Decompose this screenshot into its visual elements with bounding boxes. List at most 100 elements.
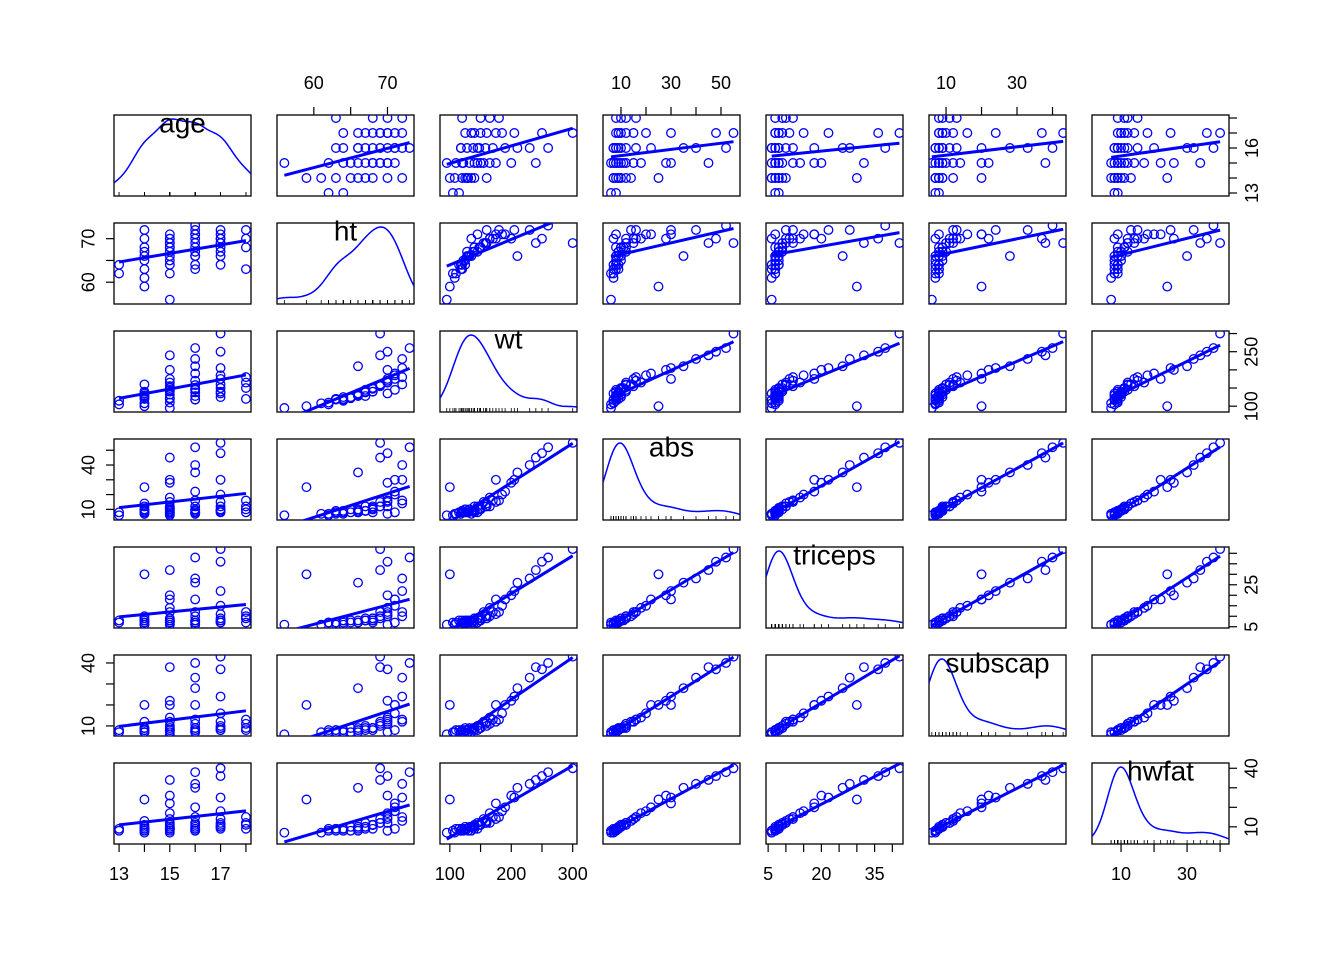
point: [360, 158, 371, 168]
variable-name: age: [159, 107, 206, 138]
point: [1165, 128, 1176, 138]
point: [375, 452, 386, 463]
point: [509, 128, 520, 138]
point: [323, 188, 334, 196]
panel-frame: [765, 330, 904, 413]
point: [851, 173, 862, 183]
point: [190, 573, 201, 584]
point: [375, 655, 386, 662]
panel-frame: [439, 114, 578, 197]
point: [1201, 128, 1212, 138]
point: [240, 817, 251, 828]
point: [360, 615, 371, 626]
point: [666, 373, 676, 384]
point: [490, 814, 501, 824]
point: [894, 331, 903, 339]
point: [1122, 718, 1133, 729]
point: [941, 158, 951, 168]
point: [444, 173, 455, 183]
point: [711, 233, 721, 244]
point: [164, 268, 175, 279]
point: [1112, 229, 1123, 240]
point: [1122, 377, 1133, 388]
point: [780, 718, 791, 729]
panel-frame: [602, 330, 741, 413]
point: [475, 723, 486, 733]
x-tick-label: 10: [936, 73, 956, 93]
point: [621, 377, 631, 388]
point: [444, 699, 455, 710]
point: [780, 233, 791, 244]
point: [139, 482, 150, 493]
point: [780, 817, 791, 828]
point: [279, 403, 290, 412]
point: [164, 775, 175, 785]
point: [164, 502, 175, 513]
point: [338, 825, 349, 836]
x-tick-label: 30: [1177, 864, 1197, 884]
point: [1119, 143, 1130, 153]
point: [389, 617, 400, 628]
point: [823, 225, 834, 235]
point: [1129, 158, 1140, 168]
point: [621, 233, 631, 244]
y-tick-label: 60: [79, 272, 99, 292]
point: [653, 699, 664, 710]
point: [338, 619, 349, 628]
point: [164, 594, 175, 605]
point: [937, 173, 948, 183]
point: [1155, 229, 1166, 240]
point: [190, 394, 201, 405]
point: [454, 188, 464, 196]
point: [382, 346, 393, 357]
y-tick-label: 10: [79, 716, 99, 736]
point: [613, 173, 624, 183]
fit-line: [118, 373, 247, 400]
point: [164, 238, 175, 248]
point: [933, 143, 944, 153]
point: [389, 823, 400, 834]
point: [1215, 331, 1226, 339]
point: [530, 452, 541, 463]
fit-line: [931, 441, 1064, 517]
point: [728, 238, 739, 248]
density-curve: [929, 658, 1066, 731]
point: [353, 725, 363, 736]
point: [951, 143, 962, 153]
point: [1109, 143, 1120, 153]
point: [345, 727, 356, 736]
point: [404, 658, 414, 668]
point: [240, 242, 251, 253]
point: [506, 477, 517, 488]
y-tick-label: 40: [79, 455, 99, 475]
point: [441, 827, 452, 838]
point: [164, 452, 175, 463]
point: [1058, 238, 1066, 248]
fit-line: [446, 126, 574, 166]
point: [389, 384, 400, 395]
point: [490, 798, 501, 809]
point: [139, 823, 150, 834]
point: [382, 173, 393, 183]
point: [367, 613, 378, 624]
panel: [929, 115, 1066, 196]
point: [190, 817, 201, 828]
point: [1142, 229, 1153, 240]
fit-line: [610, 551, 735, 627]
point: [611, 115, 621, 123]
point: [458, 727, 469, 736]
fit-line: [118, 709, 247, 728]
point: [462, 246, 472, 257]
point: [190, 486, 201, 497]
panel: [1106, 223, 1226, 304]
point: [360, 173, 371, 183]
point: [139, 391, 150, 401]
point: [190, 225, 201, 235]
point: [367, 386, 378, 397]
point: [375, 128, 386, 138]
y-tick-label: 13: [1242, 183, 1262, 203]
point: [1126, 225, 1136, 235]
fit-line: [1110, 554, 1221, 628]
density-curve: [440, 334, 577, 408]
point: [1208, 223, 1219, 231]
